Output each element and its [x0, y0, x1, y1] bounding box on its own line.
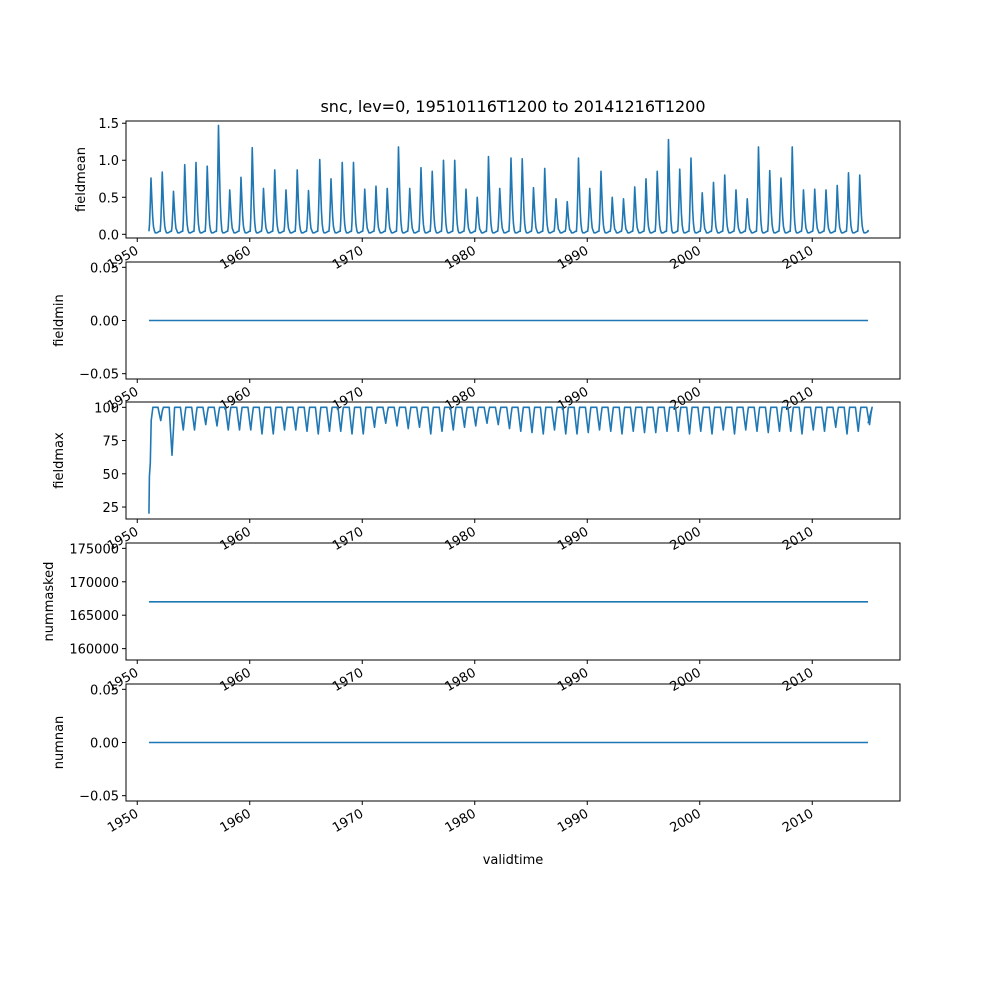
x-tick-label: 1980: [443, 665, 479, 695]
y-tick-label: 1.5: [98, 117, 119, 132]
x-tick-label: 1970: [330, 243, 366, 273]
plot-frame: [125, 120, 901, 239]
x-tick-label: 1990: [555, 243, 591, 273]
x-tick-label: 2010: [780, 806, 816, 836]
panel-numnan: −0.05 0.00 0.05 1950 1960 1970 1980 1990 2000 201…: [52, 683, 901, 868]
x-tick-label: 1990: [555, 806, 591, 836]
y-tick-label: 0.5: [98, 191, 119, 206]
y-tick-label: 165000: [69, 609, 119, 624]
y-axis-label: numnan: [52, 716, 67, 770]
x-tick-label: 1970: [330, 665, 366, 695]
x-tick-label: 1960: [218, 524, 254, 554]
x-tick-label: 1990: [555, 665, 591, 695]
x-tick-label: 2000: [668, 524, 704, 554]
y-tick-label: 25: [102, 501, 119, 516]
x-tick-label: 2000: [668, 243, 704, 273]
y-axis-label: fieldmax: [52, 432, 67, 489]
y-tick-label: 75: [102, 435, 119, 450]
x-tick-label: 2010: [780, 665, 816, 695]
x-tick-label: 1990: [555, 524, 591, 554]
y-tick-label: 170000: [69, 576, 119, 591]
y-tick-label: −0.05: [79, 790, 119, 805]
y-axis-label: fieldmin: [52, 294, 67, 347]
x-tick-label: 1980: [443, 524, 479, 554]
y-tick-label: 50: [102, 468, 119, 483]
x-tick-label: 1960: [218, 665, 254, 695]
y-axis-label: nummasked: [42, 562, 57, 642]
x-axis-label: validtime: [483, 853, 544, 868]
y-tick-label: 0.0: [98, 228, 119, 243]
y-tick-label: 175000: [69, 542, 119, 557]
x-tick-label: 2010: [780, 524, 816, 554]
y-axis-label: fieldmean: [74, 147, 89, 212]
x-tick-label: 2000: [668, 665, 704, 695]
x-tick-label: 1960: [218, 806, 254, 836]
y-tick-label: 100: [94, 401, 119, 416]
y-tick-label: 0.05: [90, 683, 119, 698]
y-tick-label: 0.00: [90, 737, 119, 752]
x-tick-label: 1950: [105, 806, 141, 836]
y-tick-label: −0.05: [79, 368, 119, 383]
plot-frame: [125, 542, 901, 661]
plot-frame: [125, 401, 901, 520]
y-tick-label: 1.0: [98, 154, 119, 169]
x-tick-label: 2000: [668, 806, 704, 836]
x-tick-label: 1970: [330, 524, 366, 554]
x-tick-label: 1980: [443, 243, 479, 273]
chart-title: snc, lev=0, 19510116T1200 to 20141216T12…: [320, 97, 705, 116]
x-tick-label: 1970: [330, 806, 366, 836]
y-tick-label: 0.05: [90, 261, 119, 276]
y-tick-label: 160000: [69, 643, 119, 658]
x-tick-label: 1980: [443, 806, 479, 836]
x-tick-label: 1960: [218, 243, 254, 273]
series-line-fieldmax: [148, 406, 873, 514]
y-tick-label: 0.00: [90, 315, 119, 330]
series-line-fieldmean: [148, 124, 869, 234]
x-tick-label: 2010: [780, 243, 816, 273]
